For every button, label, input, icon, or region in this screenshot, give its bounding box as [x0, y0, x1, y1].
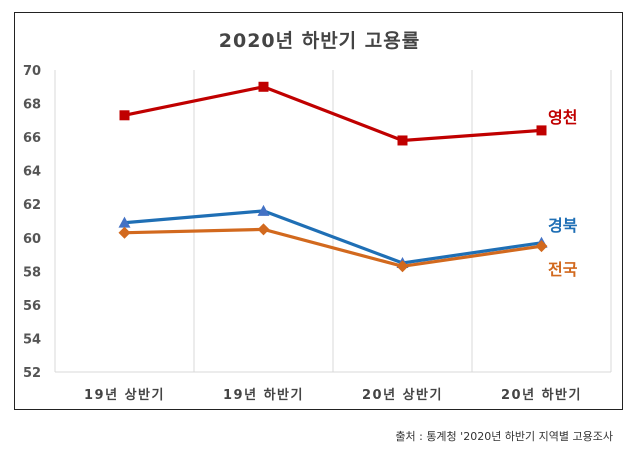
series-line [124, 209, 542, 265]
y-tick-label: 68 [23, 98, 41, 113]
series-label: 전국 [548, 260, 578, 279]
diamond-marker-icon [535, 240, 548, 253]
source-caption: 출처 : 통계청 '2020년 하반기 지역별 고용조사 [395, 430, 613, 443]
square-marker-icon [536, 125, 547, 136]
y-tick-label: 62 [23, 198, 41, 213]
series-label: 영천 [548, 108, 577, 127]
square-marker-icon [397, 135, 408, 146]
square-marker-icon [258, 81, 269, 92]
y-tick-label: 52 [23, 366, 41, 381]
series-line [124, 85, 542, 143]
y-tick-label: 70 [23, 64, 41, 79]
chart-title: 2020년 하반기 고용률 [218, 30, 421, 52]
diamond-marker-icon [257, 223, 270, 236]
chart-frame [14, 12, 623, 410]
y-tick-label: 64 [23, 165, 41, 180]
diamond-marker-icon [118, 226, 131, 239]
triangle-marker-icon [257, 204, 270, 216]
y-tick-label: 66 [23, 131, 41, 146]
y-tick-label: 56 [23, 299, 41, 314]
diamond-marker-icon [396, 260, 409, 273]
series-label: 경북 [548, 216, 578, 235]
y-tick-label: 54 [23, 332, 41, 347]
x-tick-label: 20년 상반기 [362, 387, 443, 403]
x-tick-label: 19년 상반기 [84, 387, 165, 403]
x-tick-label: 19년 하반기 [223, 387, 304, 403]
triangle-marker-icon [118, 216, 131, 228]
x-tick-label: 20년 하반기 [501, 387, 582, 403]
square-marker-icon [119, 110, 130, 121]
series-line [124, 227, 542, 268]
y-tick-label: 58 [23, 265, 41, 280]
y-tick-label: 60 [23, 232, 41, 247]
